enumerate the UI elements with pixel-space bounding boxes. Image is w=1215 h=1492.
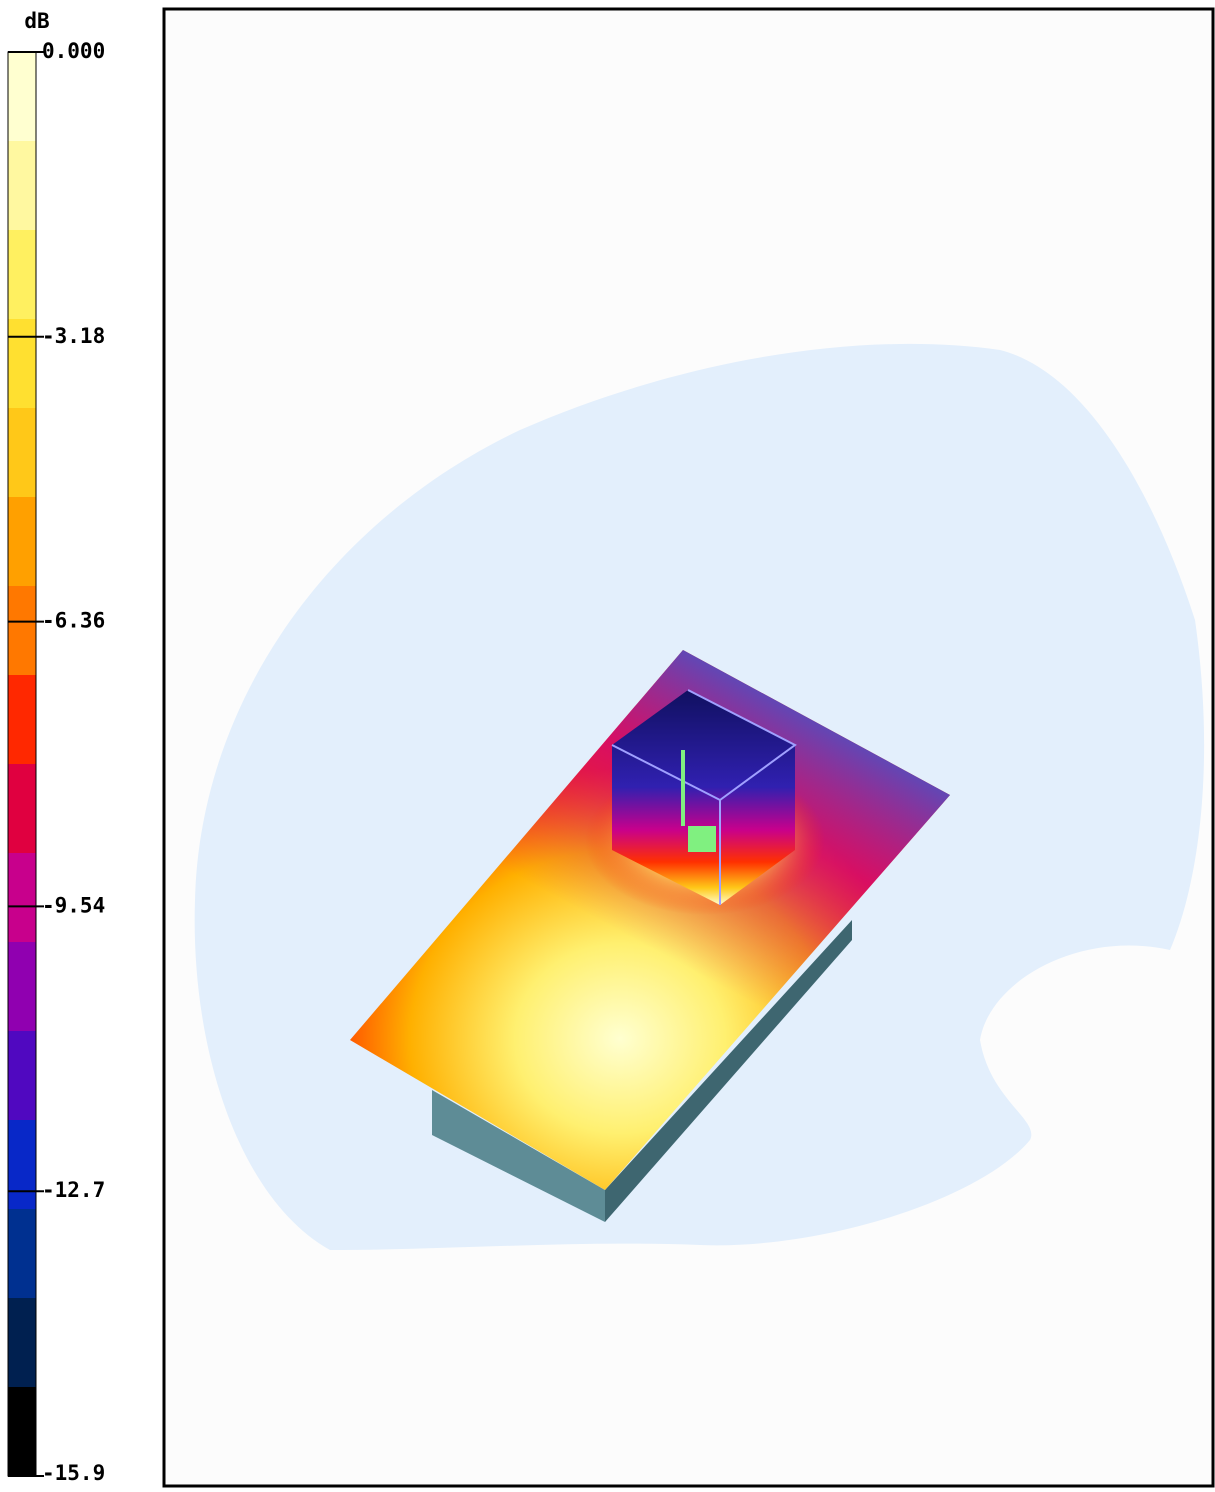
colorbar-label: -9.54 [42, 893, 105, 917]
colorbar-band [8, 319, 36, 409]
colorbar-band [8, 853, 36, 943]
source [688, 826, 716, 852]
colorbar-band [8, 497, 36, 587]
colorbar-band [8, 764, 36, 854]
colorbar-band [8, 675, 36, 765]
pad-right-face [605, 920, 852, 1222]
colorbar-label: -3.18 [42, 324, 105, 348]
colorbar-band [8, 942, 36, 1032]
pad-left-face [432, 1090, 605, 1222]
colorbar-band [8, 1209, 36, 1299]
colorbar-band [8, 1387, 36, 1477]
device [612, 690, 795, 905]
plate-shade [350, 650, 950, 1190]
colorbar-band [8, 1298, 36, 1388]
colorbar-band [8, 230, 36, 320]
colorbar-label: -15.9 [42, 1461, 105, 1485]
colorbar-band [8, 1031, 36, 1121]
colorbar-label: 0.000 [42, 39, 105, 63]
colorbar-band [8, 586, 36, 676]
colorbar-label: -12.7 [42, 1178, 105, 1202]
colorbar-band [8, 1120, 36, 1210]
colorbar-label: -6.36 [42, 609, 105, 633]
device-edge [611, 689, 797, 802]
colorbar-band [8, 52, 36, 142]
colorbar-band [8, 408, 36, 498]
colorbar-unit: dB [24, 9, 49, 33]
colorbar-band [8, 141, 36, 231]
